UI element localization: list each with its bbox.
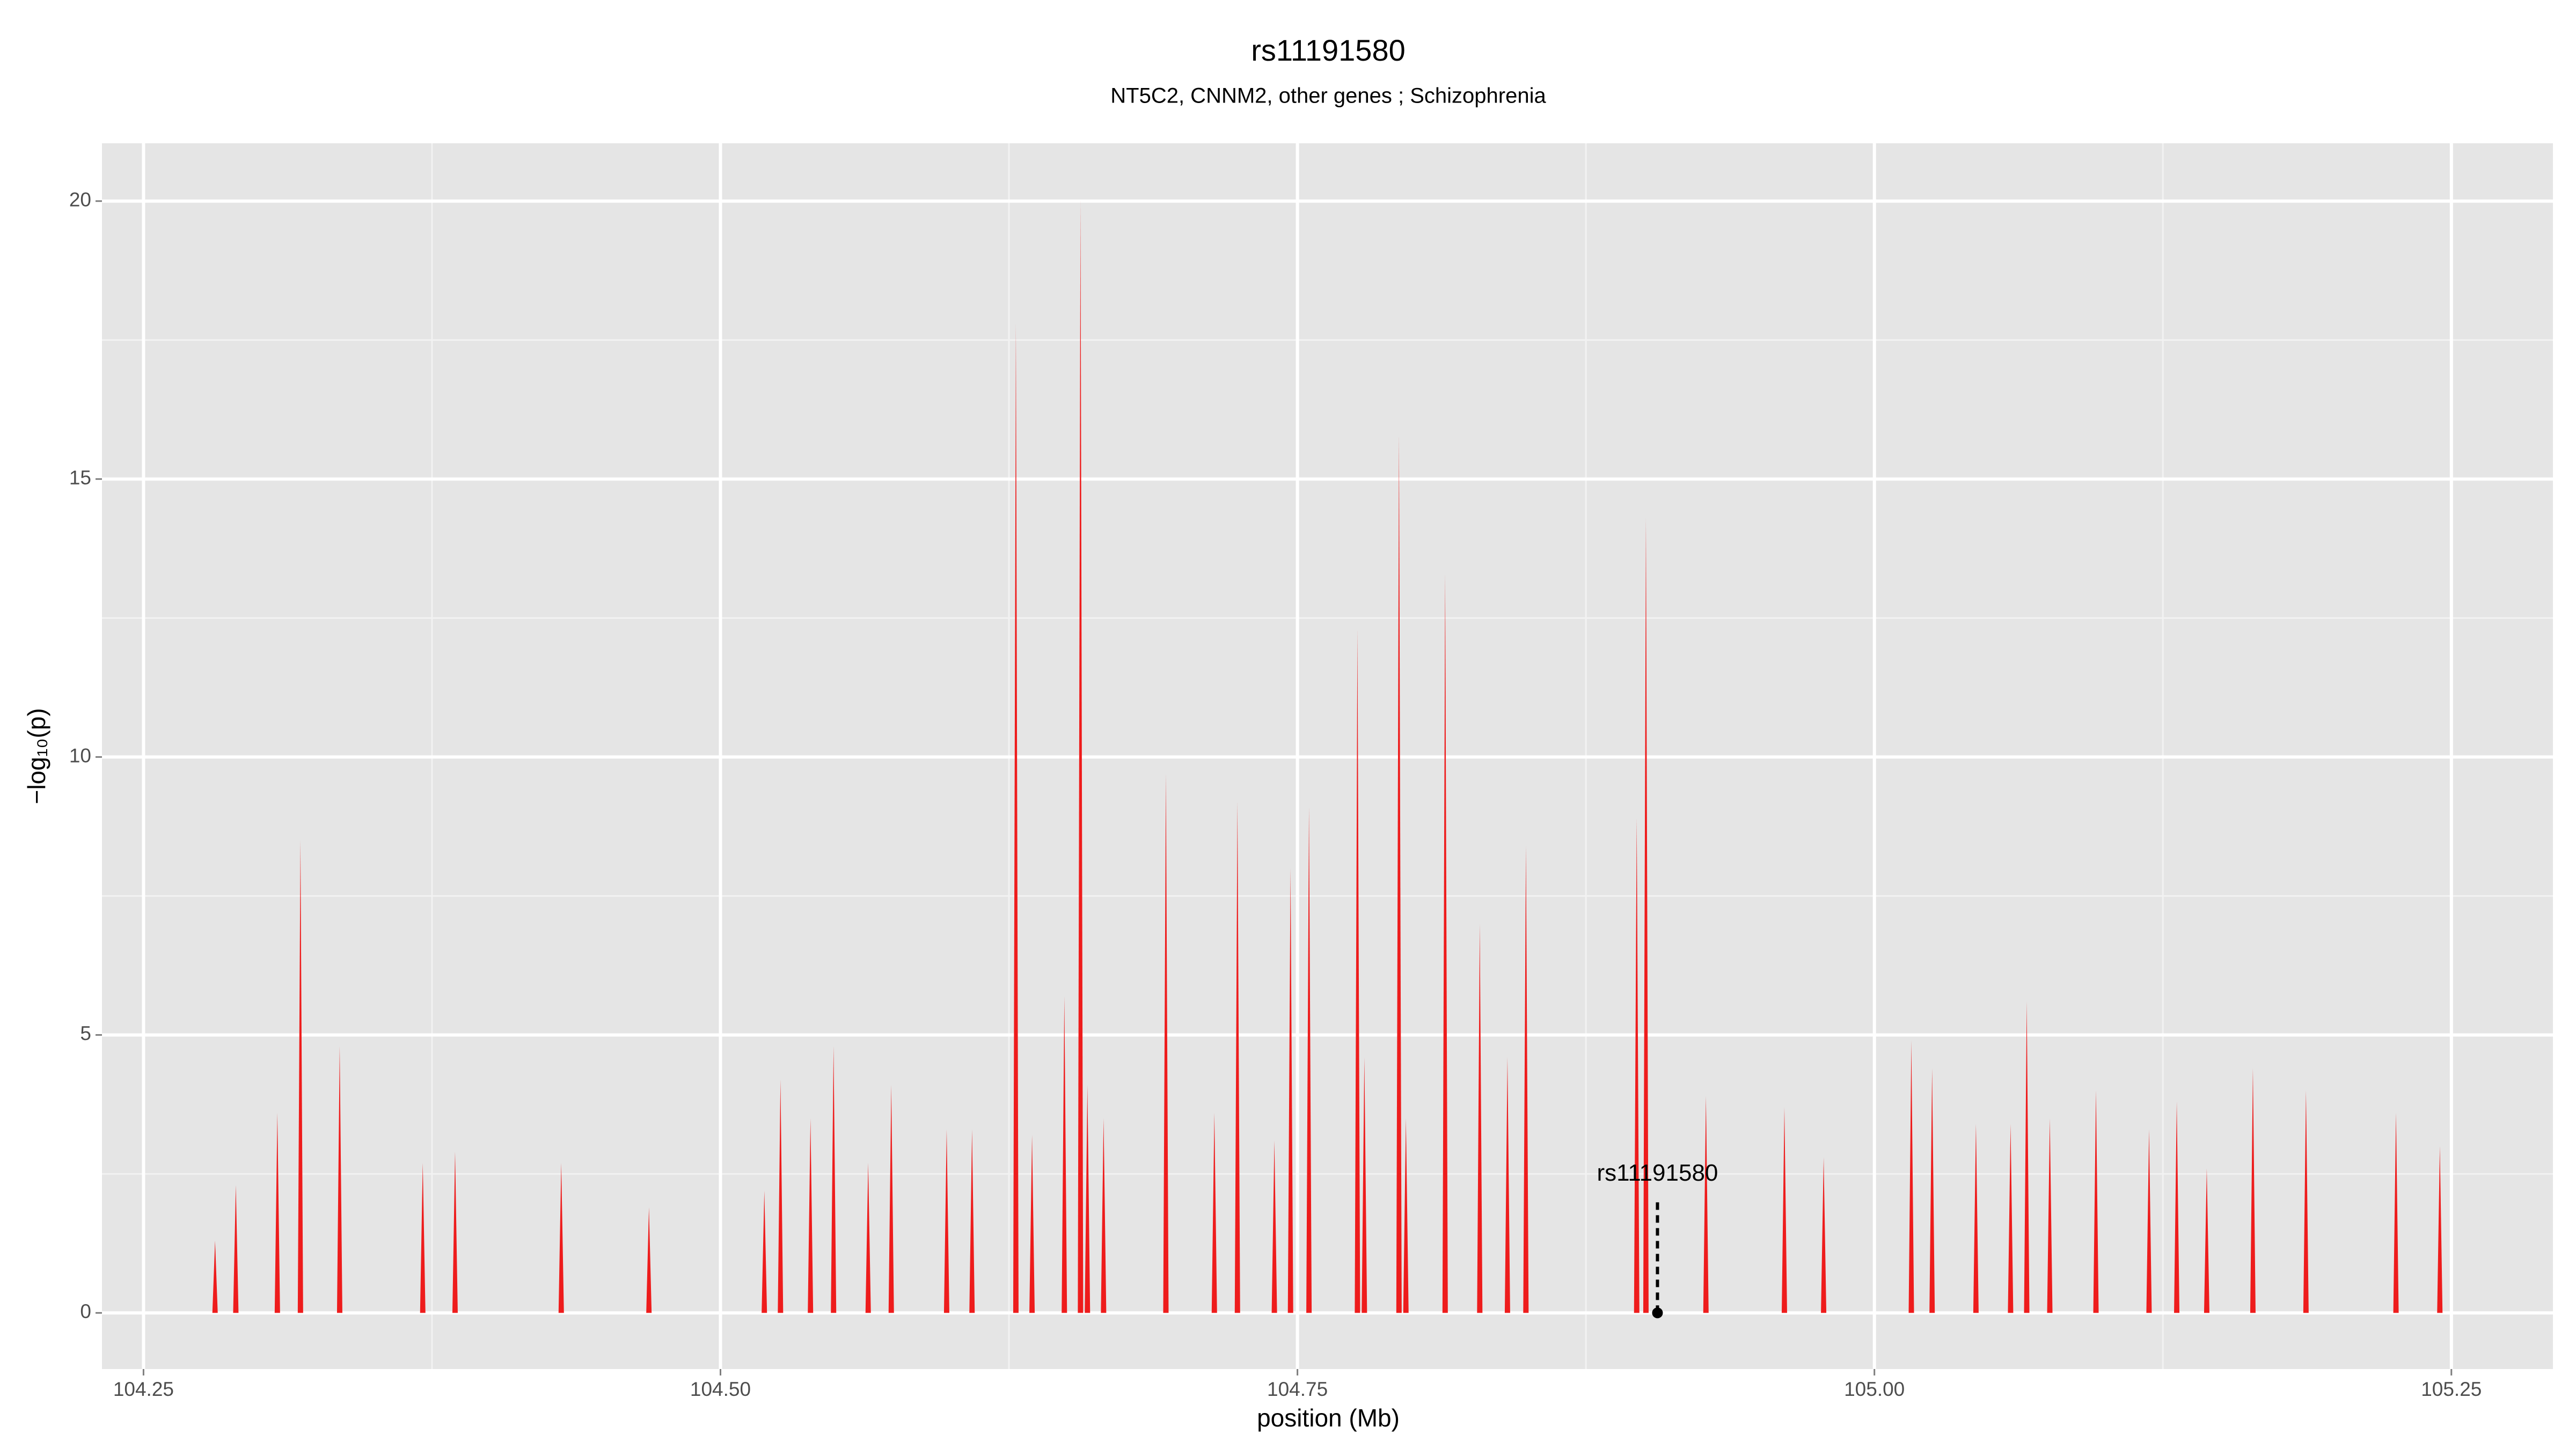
spike	[1013, 323, 1019, 1313]
spike	[2093, 1091, 2099, 1313]
y-tick-label: 15	[69, 466, 91, 488]
spike	[1781, 1107, 1787, 1313]
spike	[778, 1079, 784, 1313]
y-tick-label: 0	[80, 1300, 91, 1322]
spike	[420, 1162, 426, 1313]
chart-title: rs11191580	[1251, 33, 1406, 67]
annotation-point	[1652, 1307, 1663, 1319]
marks	[212, 201, 2443, 1313]
spike	[1085, 1085, 1091, 1313]
spike	[1477, 924, 1483, 1313]
spike	[233, 1185, 239, 1313]
spike	[336, 1046, 342, 1313]
spike	[865, 1162, 871, 1313]
y-tick-label: 20	[69, 189, 91, 211]
spike	[1362, 1057, 1367, 1313]
x-tick-label: 105.25	[2421, 1378, 2482, 1400]
spike	[2174, 1101, 2180, 1313]
spike	[1287, 868, 1293, 1313]
spike	[2303, 1091, 2309, 1313]
spike	[1306, 807, 1312, 1313]
x-tick-label: 105.00	[1844, 1378, 1905, 1400]
spike	[808, 1118, 814, 1313]
spike	[1929, 1068, 1935, 1313]
spike	[1078, 201, 1084, 1313]
spike	[831, 1046, 837, 1313]
spike	[1271, 1140, 1277, 1313]
spike	[2437, 1146, 2443, 1313]
spike	[1821, 1157, 1827, 1313]
y-tick-label: 10	[69, 744, 91, 766]
spike	[452, 1151, 458, 1313]
x-axis-title: position (Mb)	[1257, 1404, 1400, 1432]
x-tick-label: 104.25	[113, 1378, 174, 1400]
spike	[1029, 1135, 1035, 1313]
spike	[762, 1190, 767, 1313]
y-axis-title: −log₁₀(p)	[23, 708, 50, 804]
y-tick-label: 5	[80, 1022, 91, 1044]
spike	[1634, 818, 1640, 1313]
spike	[1403, 1118, 1409, 1313]
spike	[2393, 1113, 2399, 1313]
spike	[558, 1162, 564, 1313]
spike	[646, 1207, 652, 1313]
spike	[943, 1129, 949, 1313]
spike	[1703, 1096, 1709, 1313]
spike	[1355, 629, 1360, 1313]
x-tick-label: 104.75	[1267, 1378, 1328, 1400]
spike	[1101, 1118, 1107, 1313]
spike	[2047, 1118, 2053, 1313]
spike	[2146, 1129, 2152, 1313]
spike	[1062, 996, 1067, 1313]
spike	[1908, 1040, 1914, 1313]
spike	[1643, 518, 1649, 1313]
spike	[1211, 1113, 1217, 1313]
spike	[297, 840, 303, 1313]
spike	[1234, 801, 1240, 1313]
spike	[1442, 573, 1448, 1313]
spike	[2204, 1168, 2209, 1313]
spike	[1396, 434, 1402, 1313]
chart-subtitle: NT5C2, CNNM2, other genes ; Schizophreni…	[1110, 84, 1546, 108]
spike	[1163, 773, 1169, 1313]
spike	[212, 1240, 218, 1313]
spike	[1523, 846, 1529, 1313]
spike	[2024, 1001, 2030, 1313]
spike	[2250, 1068, 2256, 1313]
spike	[969, 1129, 975, 1313]
spike	[274, 1113, 280, 1313]
spike	[2008, 1124, 2014, 1313]
x-tick-label: 104.50	[690, 1378, 751, 1400]
spike	[1973, 1124, 1979, 1313]
spike	[888, 1085, 894, 1313]
spike	[1504, 1057, 1510, 1313]
annotation-label: rs11191580	[1597, 1160, 1718, 1186]
grid	[102, 143, 2553, 1369]
